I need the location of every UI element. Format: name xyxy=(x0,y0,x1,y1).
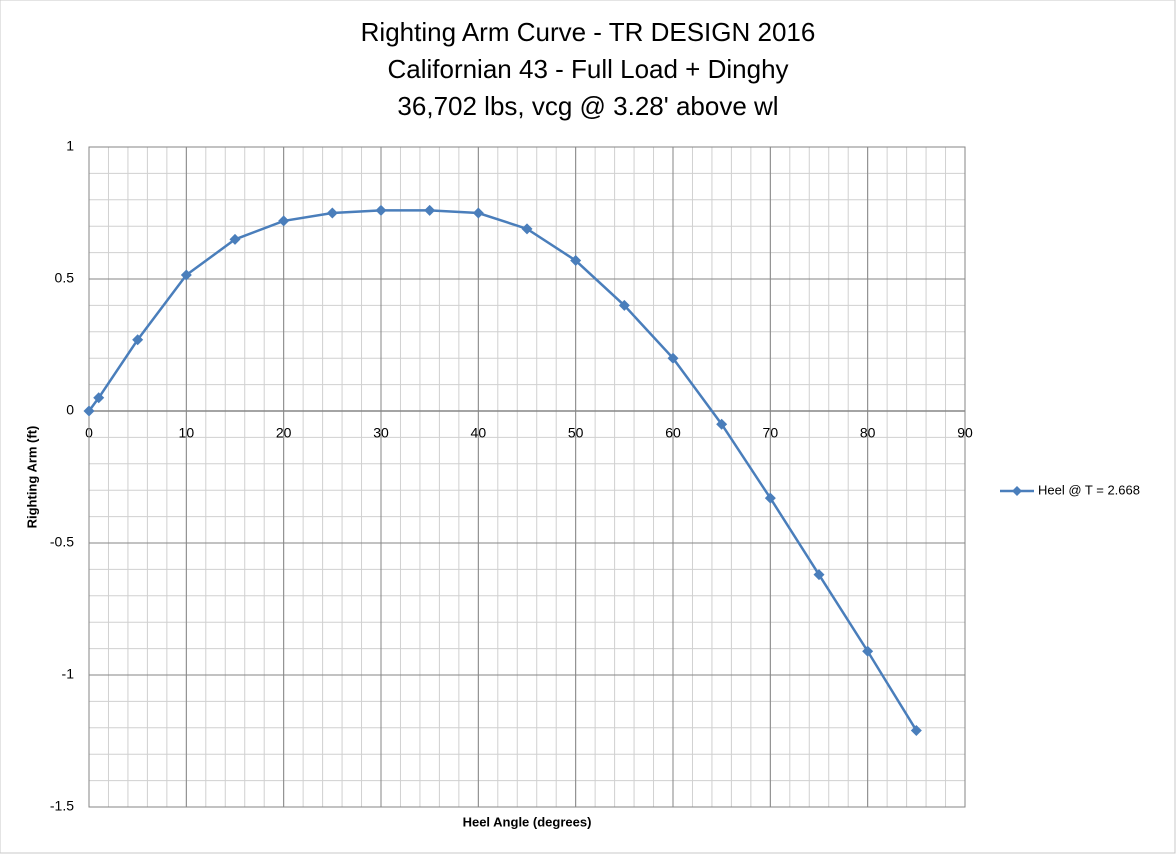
y-tick-label: -1 xyxy=(62,666,75,682)
y-tick-label: 0 xyxy=(66,402,74,418)
data-point xyxy=(132,334,144,346)
x-tick-label: 80 xyxy=(860,425,876,441)
x-tick-label: 40 xyxy=(471,425,487,441)
y-tick-label: 1 xyxy=(66,138,74,154)
legend-marker xyxy=(1012,486,1022,496)
data-point xyxy=(618,299,630,311)
y-tick-label: 0.5 xyxy=(55,270,75,286)
data-point xyxy=(326,207,338,219)
data-point xyxy=(180,269,192,281)
y-tick-label: -1.5 xyxy=(50,798,74,814)
data-point xyxy=(521,223,533,235)
chart-title: Righting Arm Curve - TR DESIGN 2016 xyxy=(361,17,816,47)
data-point xyxy=(83,405,95,417)
data-point xyxy=(813,569,825,581)
data-point xyxy=(862,645,874,657)
data-point xyxy=(278,215,290,227)
x-tick-label: 70 xyxy=(763,425,779,441)
data-point xyxy=(375,204,387,216)
x-tick-label: 50 xyxy=(568,425,584,441)
data-point xyxy=(424,204,436,216)
data-point xyxy=(229,233,241,245)
data-point xyxy=(910,724,922,736)
data-point xyxy=(93,392,105,404)
data-point xyxy=(764,492,776,504)
chart-subtitle: 36,702 lbs, vcg @ 3.28' above wl xyxy=(397,91,778,121)
plot-border xyxy=(88,146,966,808)
x-tick-label: 30 xyxy=(373,425,389,441)
data-point xyxy=(472,207,484,219)
chart-subtitle: Californian 43 - Full Load + Dinghy xyxy=(387,54,788,84)
y-axis-title: Righting Arm (ft) xyxy=(24,426,39,529)
data-point xyxy=(667,352,679,364)
y-tick-label: -0.5 xyxy=(50,534,74,550)
data-point xyxy=(716,418,728,430)
x-axis-title: Heel Angle (degrees) xyxy=(463,814,592,829)
x-tick-label: 10 xyxy=(179,425,195,441)
x-tick-label: 60 xyxy=(665,425,681,441)
x-tick-label: 20 xyxy=(276,425,292,441)
data-point xyxy=(570,255,582,267)
legend-label: Heel @ T = 2.668 xyxy=(1038,482,1140,497)
